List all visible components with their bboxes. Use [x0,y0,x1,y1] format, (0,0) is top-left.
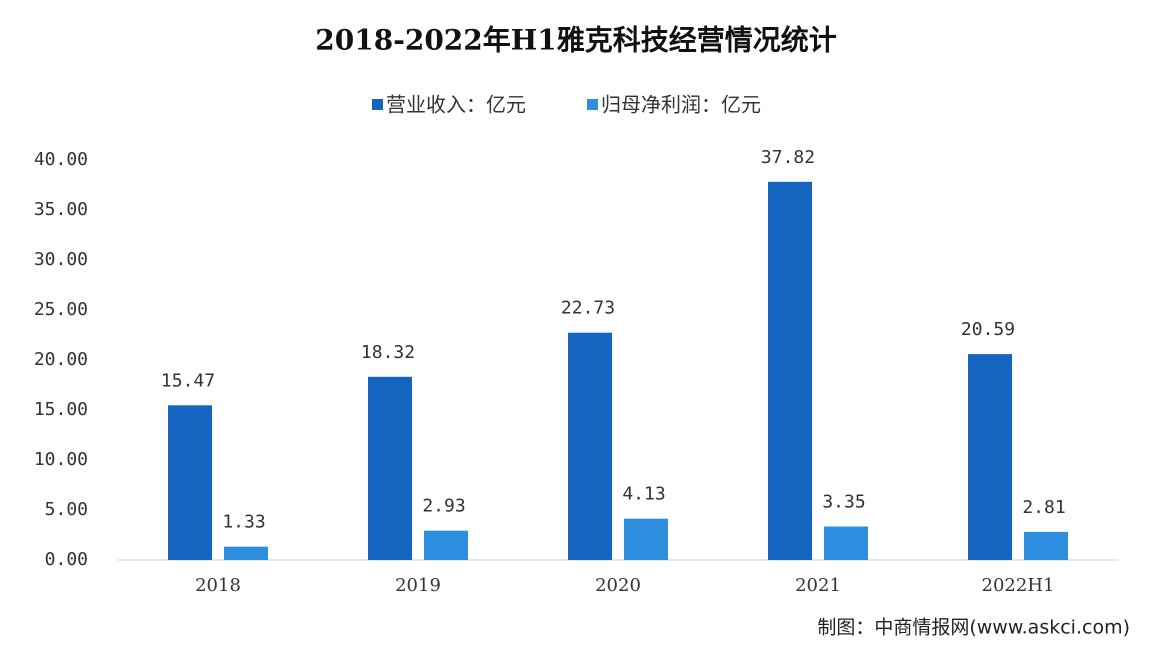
y-tick-label: 0.00 [45,549,88,570]
y-tick-label: 20.00 [34,349,88,370]
bar [568,332,612,560]
y-tick-label: 40.00 [34,149,88,170]
legend-swatch [587,99,598,110]
data-label: 3.35 [822,492,865,513]
bar [1024,531,1068,560]
x-tick-label: 2018 [195,575,241,596]
y-tick-label: 25.00 [34,299,88,320]
y-tick-label: 5.00 [45,499,88,520]
x-tick-label: 2022H1 [982,575,1055,596]
bar [768,181,812,561]
bar [624,518,668,560]
data-label: 20.59 [961,319,1015,340]
data-label: 37.82 [761,147,815,168]
bar [824,526,868,560]
data-label: 1.33 [222,512,265,533]
y-tick-label: 30.00 [34,249,88,270]
bar [368,376,412,560]
x-tick-label: 2020 [595,575,641,596]
data-label: 2.81 [1022,497,1065,518]
data-label: 15.47 [161,370,215,391]
x-tick-label: 2021 [795,575,841,596]
y-tick-label: 15.00 [34,399,88,420]
bar [224,546,268,560]
legend-label: 营业收入：亿元 [386,93,526,117]
chart-title: 2018-2022年H1雅克科技经营情况统计 [315,24,836,57]
bar [424,530,468,560]
data-label: 2.93 [422,496,465,517]
bar [968,354,1012,560]
y-tick-label: 10.00 [34,449,88,470]
bar [168,405,212,560]
source-note: 制图：中商情报网(www.askci.com) [817,617,1130,639]
legend-label: 归母净利润：亿元 [601,93,761,117]
y-tick-label: 35.00 [34,199,88,220]
x-tick-label: 2019 [395,575,441,596]
data-label: 22.73 [561,298,615,319]
data-label: 4.13 [622,484,665,505]
data-label: 18.32 [361,342,415,363]
legend-swatch [372,99,383,110]
